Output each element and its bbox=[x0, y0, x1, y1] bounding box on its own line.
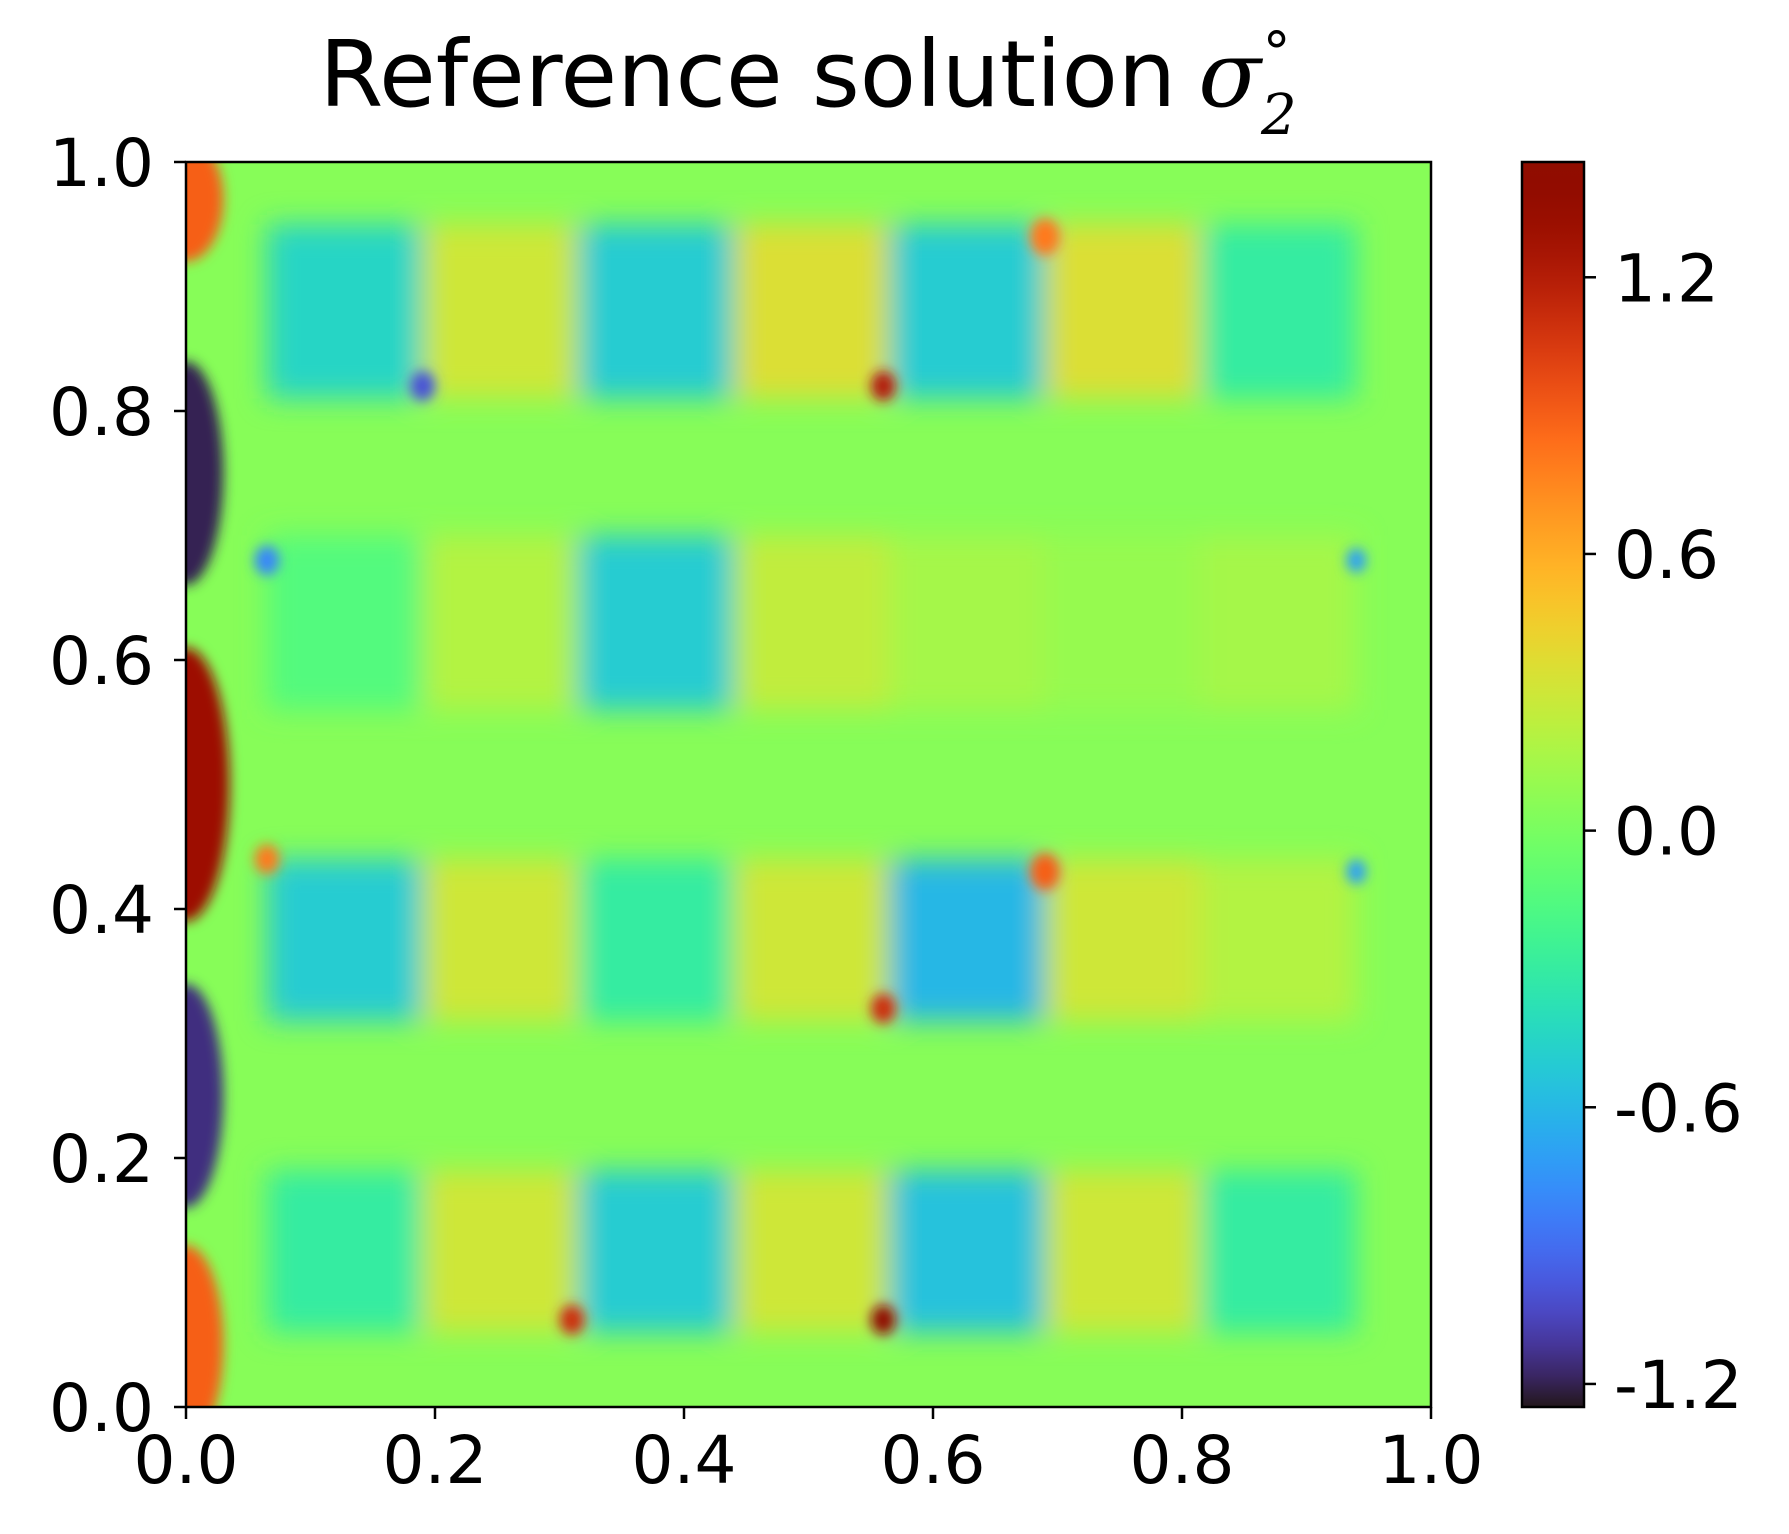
field-hotspot bbox=[870, 993, 896, 1024]
field-block bbox=[1200, 224, 1357, 399]
chart-title: Reference solution σ2° bbox=[319, 21, 1296, 148]
field-hotspot bbox=[870, 371, 896, 402]
field-hotspot bbox=[1346, 859, 1367, 885]
field-blocks bbox=[266, 224, 1357, 1333]
y-tick-label: 0.2 bbox=[49, 1121, 154, 1198]
field-hotspot bbox=[254, 545, 280, 576]
field-block bbox=[578, 224, 734, 399]
field-block bbox=[422, 224, 579, 399]
colorbar-axis: 1.2 0.6 0.0 -0.6 -1.2 bbox=[1584, 240, 1743, 1424]
colorbar-tick-label: -1.2 bbox=[1614, 1347, 1743, 1424]
y-tick-label: 0.0 bbox=[49, 1370, 154, 1447]
field-block bbox=[889, 224, 1046, 399]
field-block bbox=[1045, 1170, 1201, 1333]
field-block bbox=[1200, 1170, 1357, 1333]
plot-area bbox=[186, 162, 1431, 1407]
field-block bbox=[578, 1170, 734, 1333]
plot-frame bbox=[184, 160, 1433, 1409]
y-axis: 0.0 0.2 0.4 0.6 0.8 1.0 bbox=[49, 125, 186, 1447]
field-hotspots bbox=[186, 162, 1367, 1407]
colorbar-tick-label: -0.6 bbox=[1614, 1070, 1743, 1147]
field-block bbox=[578, 859, 734, 1022]
field-hotspot bbox=[1030, 852, 1060, 891]
y-tick-label: 0.4 bbox=[49, 872, 154, 949]
field-block bbox=[266, 859, 423, 1022]
field-block bbox=[1200, 859, 1357, 1022]
field-block bbox=[266, 1170, 423, 1333]
field-block bbox=[889, 1170, 1046, 1333]
y-tick-label: 1.0 bbox=[49, 125, 154, 202]
field-hotspot bbox=[1030, 218, 1060, 256]
colorbar-tick-label: 1.2 bbox=[1614, 240, 1719, 317]
field-hotspot bbox=[186, 162, 224, 262]
y-tick-label: 0.6 bbox=[49, 623, 154, 700]
field-hotspot bbox=[186, 983, 224, 1208]
field-block bbox=[422, 1170, 579, 1333]
y-tick-label: 0.8 bbox=[49, 374, 154, 451]
field-block bbox=[733, 535, 890, 710]
field-hotspot bbox=[186, 361, 224, 586]
field-block bbox=[1200, 535, 1357, 710]
x-tick-label: 0.4 bbox=[632, 1422, 737, 1499]
field-block bbox=[889, 859, 1046, 1022]
field-block bbox=[266, 535, 423, 710]
field-block bbox=[889, 535, 1046, 710]
x-axis: 0.0 0.2 0.4 0.6 0.8 1.0 bbox=[134, 1407, 1484, 1499]
field-hotspot bbox=[559, 1304, 585, 1335]
field-block bbox=[578, 535, 734, 710]
field-block bbox=[266, 224, 423, 399]
field-block bbox=[1045, 859, 1201, 1022]
field-block bbox=[1045, 224, 1201, 399]
field-block bbox=[422, 859, 579, 1022]
field-block bbox=[733, 224, 890, 399]
field-hotspot bbox=[254, 844, 280, 875]
x-tick-label: 0.0 bbox=[134, 1422, 239, 1499]
field-hotspot bbox=[186, 647, 230, 922]
colorbar-tick-label: 0.6 bbox=[1614, 517, 1719, 594]
x-tick-label: 0.8 bbox=[1130, 1422, 1235, 1499]
x-tick-label: 0.2 bbox=[383, 1422, 488, 1499]
field-hotspot bbox=[1346, 547, 1367, 573]
field-block bbox=[422, 535, 579, 710]
x-tick-label: 1.0 bbox=[1379, 1422, 1484, 1499]
field-hotspot bbox=[410, 371, 435, 402]
field-hotspot bbox=[870, 1304, 896, 1335]
field-block bbox=[733, 1170, 890, 1333]
x-tick-label: 0.6 bbox=[881, 1422, 986, 1499]
field-block bbox=[1045, 535, 1201, 710]
field-hotspot bbox=[186, 1245, 224, 1407]
colorbar bbox=[1520, 160, 1586, 1409]
colorbar-tick-label: 0.0 bbox=[1614, 794, 1719, 871]
field-block bbox=[733, 859, 890, 1022]
